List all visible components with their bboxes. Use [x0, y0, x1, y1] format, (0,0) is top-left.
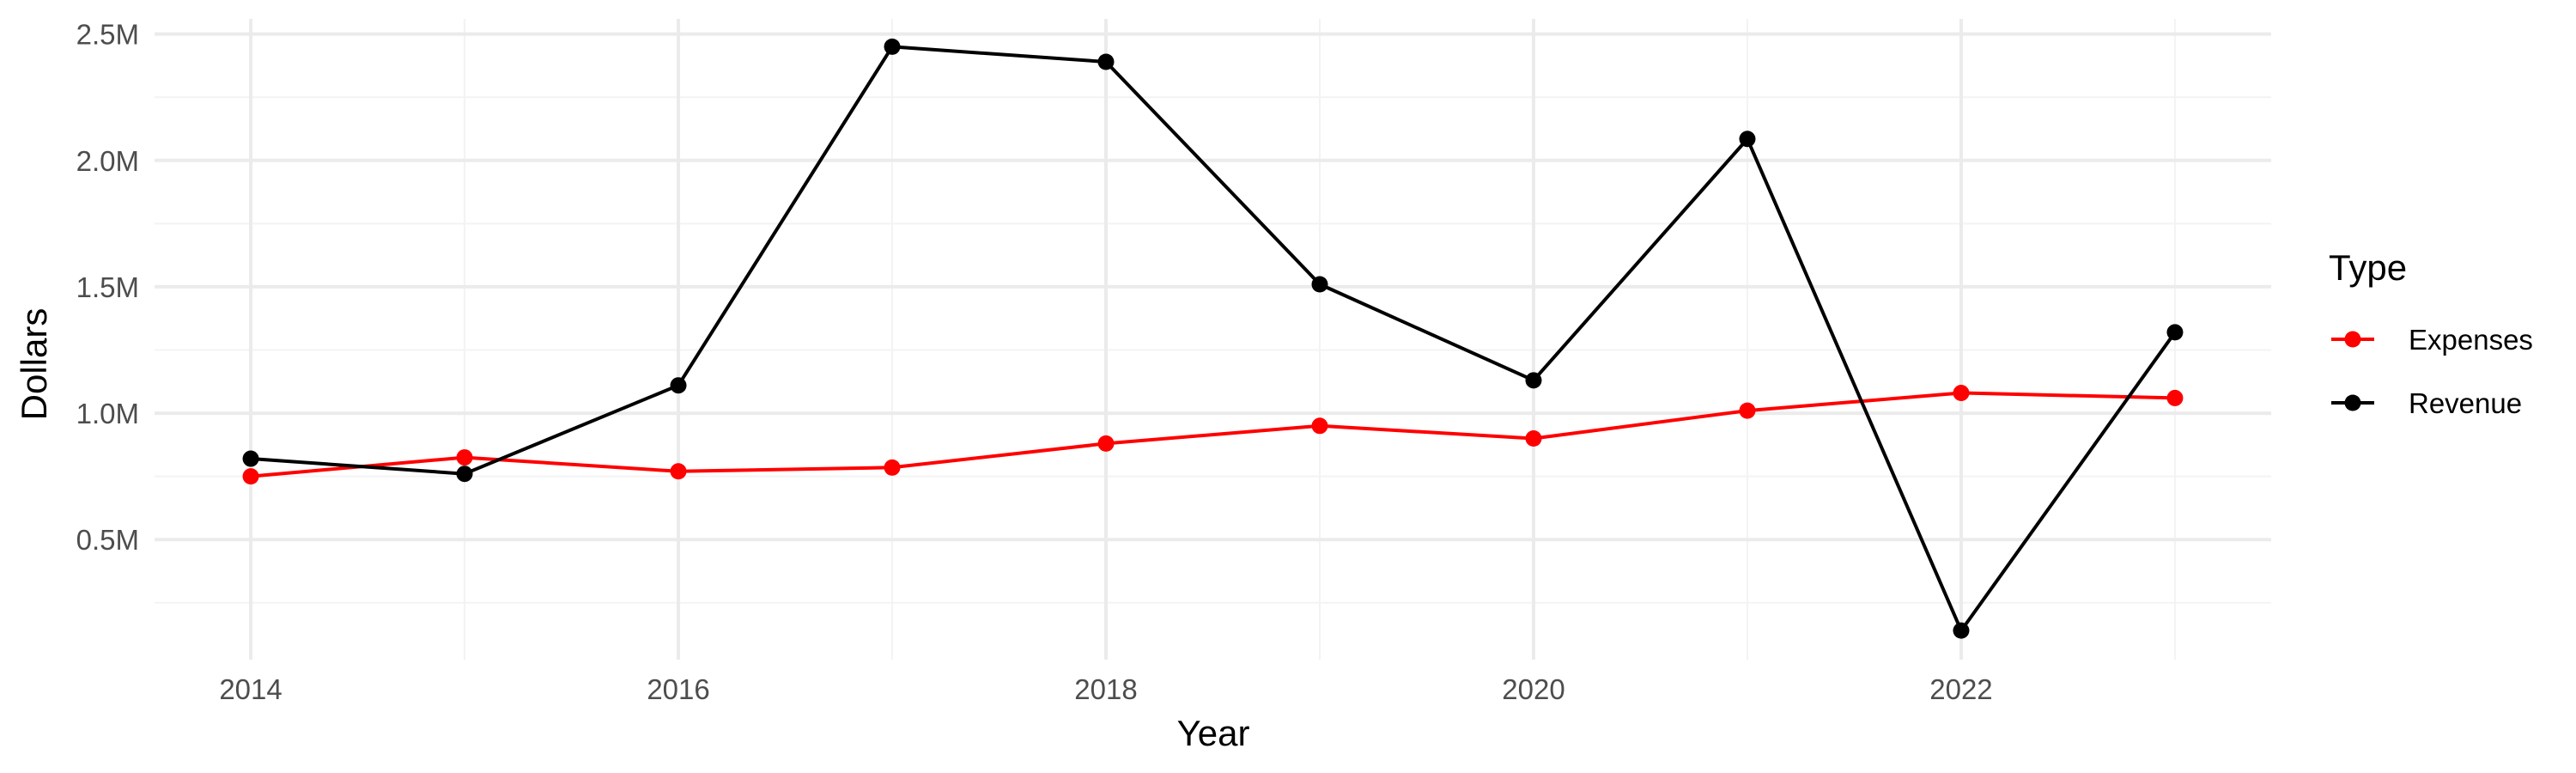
legend-key-expenses: [2331, 331, 2374, 348]
series-line-revenue: [250, 45, 2177, 633]
series-revenue: [242, 38, 2184, 639]
data-point-expenses: [1525, 430, 1542, 447]
data-point-revenue: [2166, 324, 2184, 341]
y-tick-label: 0.5M: [76, 524, 139, 556]
x-axis-ticks: 2014 2016 2018 2020 2022: [219, 673, 1992, 705]
data-point-revenue: [1311, 276, 1328, 293]
data-point-expenses: [1311, 417, 1328, 435]
y-axis-ticks: 0.5M 1.0M 1.5M 2.0M 2.5M: [76, 19, 139, 557]
series-expenses: [242, 385, 2184, 485]
data-point-revenue: [242, 450, 259, 467]
data-point-revenue: [1097, 53, 1115, 70]
data-point-expenses: [1739, 402, 1756, 419]
data-point-expenses: [670, 463, 687, 480]
legend: Type Expenses Revenue: [2329, 247, 2533, 419]
legend-label-expenses: Expenses: [2409, 324, 2533, 356]
y-tick-label: 2.5M: [76, 19, 139, 51]
legend-title: Type: [2329, 247, 2407, 288]
series-line-expenses: [250, 391, 2176, 478]
x-tick-label: 2020: [1502, 673, 1564, 705]
data-point-revenue: [1525, 372, 1542, 389]
data-point-revenue: [1739, 131, 1756, 148]
data-point-expenses: [1953, 385, 1970, 402]
data-point-revenue: [670, 377, 687, 394]
data-point-expenses: [1097, 435, 1115, 452]
grid-lines: [155, 19, 2271, 660]
y-tick-label: 1.0M: [76, 398, 139, 429]
data-point-expenses: [242, 468, 259, 485]
x-tick-label: 2022: [1929, 673, 1992, 705]
y-axis-title: Dollars: [14, 308, 54, 421]
x-axis-title: Year: [1177, 713, 1250, 753]
x-tick-label: 2016: [647, 673, 709, 705]
data-point-expenses: [456, 449, 473, 466]
legend-key-revenue: [2331, 394, 2374, 411]
data-point-revenue: [1953, 622, 1970, 639]
y-tick-label: 1.5M: [76, 271, 139, 303]
data-point-revenue: [456, 466, 473, 483]
x-tick-label: 2018: [1074, 673, 1137, 705]
legend-label-revenue: Revenue: [2409, 387, 2522, 419]
data-point-revenue: [884, 38, 901, 55]
y-tick-label: 2.0M: [76, 145, 139, 177]
data-point-expenses: [2166, 389, 2184, 406]
x-tick-label: 2014: [219, 673, 282, 705]
data-point-expenses: [884, 459, 901, 476]
series-layer: [242, 38, 2184, 639]
